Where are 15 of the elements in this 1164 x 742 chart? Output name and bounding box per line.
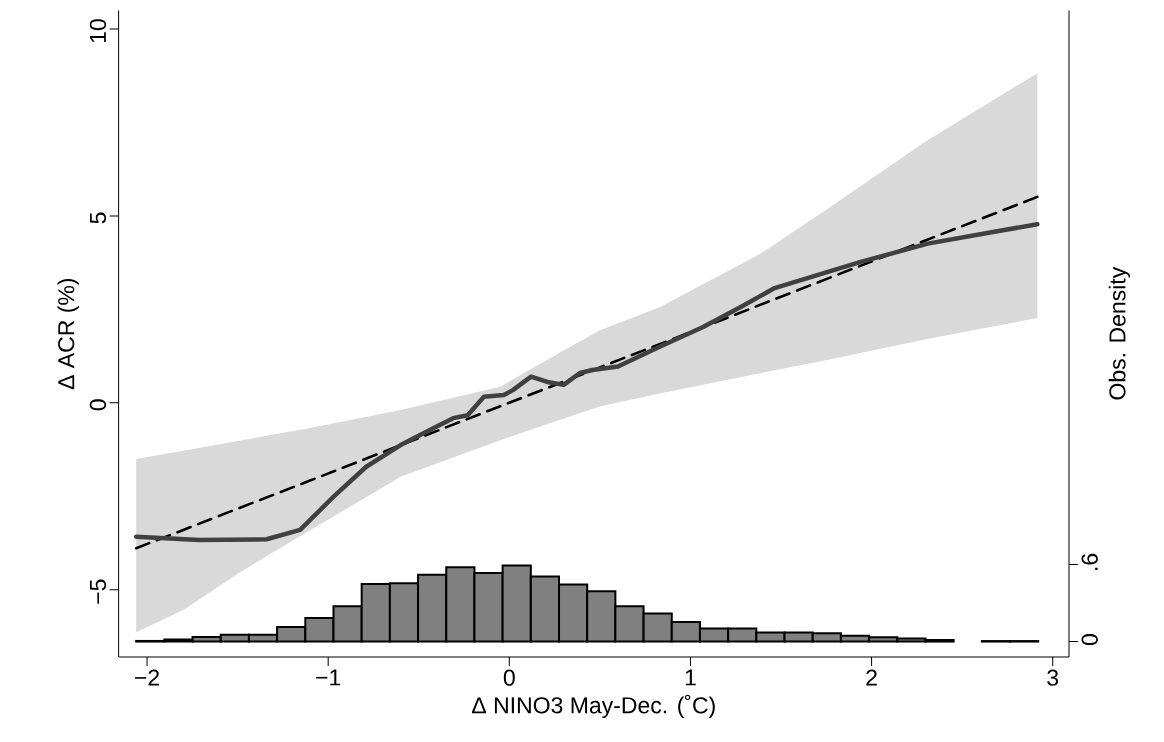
y-tick-label: 0 [89,399,107,411]
x-tick-label: −2 [135,669,159,686]
y-tick-label: −5 [90,579,107,604]
y-axis-title: Δ ACR (%) [57,278,79,390]
x-tick-label: 0 [503,669,515,686]
y-tick-label: 10 [89,19,107,43]
y2-tick-label: .6 [1081,553,1098,570]
y2-axis-title: Obs. Density [1108,266,1131,400]
y-tick-label: 5 [90,212,107,224]
x-tick-label: −1 [316,669,341,686]
x-tick-label: 3 [1047,669,1059,686]
x-tick-label: 2 [866,669,877,686]
y2-tick-label: 0 [1081,634,1098,646]
x-axis-title: Δ NINO3 May-Dec. (˚C) [472,694,715,718]
x-tick-label: 1 [685,669,696,686]
